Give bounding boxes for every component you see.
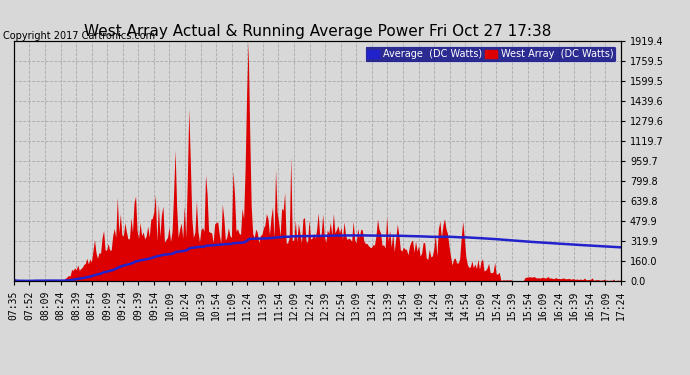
- Legend: Average  (DC Watts), West Array  (DC Watts): Average (DC Watts), West Array (DC Watts…: [364, 46, 616, 62]
- Title: West Array Actual & Running Average Power Fri Oct 27 17:38: West Array Actual & Running Average Powe…: [83, 24, 551, 39]
- Text: Copyright 2017 Cartronics.com: Copyright 2017 Cartronics.com: [3, 32, 155, 41]
